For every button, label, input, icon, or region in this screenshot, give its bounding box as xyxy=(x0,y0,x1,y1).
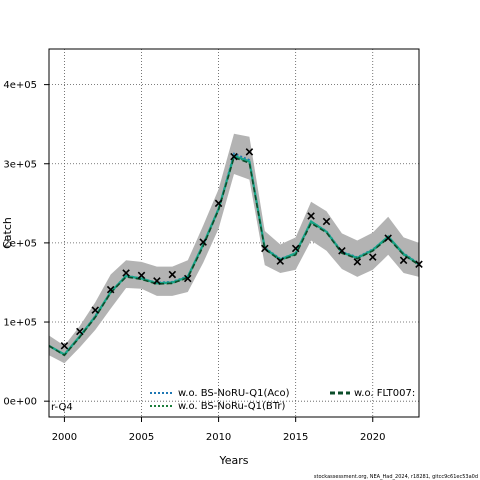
observed-point-18 xyxy=(338,247,346,255)
x-tick-label-3: 2015 xyxy=(283,432,308,443)
observed-point-9 xyxy=(199,238,207,246)
observed-point-7 xyxy=(168,270,177,279)
observed-point-5 xyxy=(137,271,146,280)
legend: w.o. BS-NoRU-Q1(Aco) w.o. BS-NoRu-Q1(BTr)… xyxy=(51,388,415,413)
observed-point-8 xyxy=(183,274,192,283)
x-tick-label-4: 2020 xyxy=(360,432,385,443)
observed-point-11 xyxy=(230,152,238,161)
observed-point-20 xyxy=(368,253,377,261)
legend-label-1: w.o. BS-NoRu-Q1(BTr) xyxy=(178,401,286,412)
y-tick-label-1: 1e+05 xyxy=(3,318,37,329)
plot-frame xyxy=(48,48,420,418)
legend-label-2: r-Q4 xyxy=(51,402,73,413)
legend-label-0: w.o. BS-NoRU-Q1(Aco) xyxy=(178,388,290,399)
x-axis-label: Years xyxy=(218,454,248,467)
observed-point-0 xyxy=(60,342,69,350)
observed-point-13 xyxy=(261,244,269,253)
y-tick-label-3: 3e+05 xyxy=(3,159,37,170)
x-tick-label-0: 2000 xyxy=(52,432,77,443)
observed-point-1 xyxy=(76,327,84,336)
series-line-3 xyxy=(49,156,419,357)
observed-point-22 xyxy=(399,256,408,265)
y-tick-label-4: 4e+05 xyxy=(3,80,37,91)
observed-point-10 xyxy=(214,199,223,208)
x-tick-label-1: 2005 xyxy=(129,432,154,443)
series-lines xyxy=(49,152,419,357)
observed-point-3 xyxy=(106,285,115,294)
footer-note: stockassessment.org, NEA_Had_2024, r1828… xyxy=(314,474,478,480)
legend-label-3: w.o. FLT007: xyxy=(354,388,415,399)
confidence-band xyxy=(49,133,419,364)
observed-points xyxy=(60,148,423,350)
y-tick-label-0: 0e+00 xyxy=(3,397,37,408)
y-tick-label-2: 2e+05 xyxy=(3,238,37,249)
observed-point-14 xyxy=(276,257,285,265)
observed-point-21 xyxy=(384,234,392,242)
confidence-band-area xyxy=(49,133,419,364)
observed-point-6 xyxy=(153,277,161,285)
observed-point-12 xyxy=(245,148,254,156)
observed-point-2 xyxy=(91,306,100,314)
x-tick-label-2: 2010 xyxy=(206,432,231,443)
observed-point-4 xyxy=(122,269,130,277)
observed-point-15 xyxy=(291,244,300,253)
y-axis-label: Catch xyxy=(1,217,14,249)
observed-point-16 xyxy=(307,212,315,220)
grid xyxy=(49,49,419,417)
observed-point-19 xyxy=(353,258,362,266)
axes: 2000 2005 2010 2015 2020 0e+00 1e+05 2e+05 3e+05… xyxy=(3,80,385,443)
observed-point-17 xyxy=(322,217,331,226)
